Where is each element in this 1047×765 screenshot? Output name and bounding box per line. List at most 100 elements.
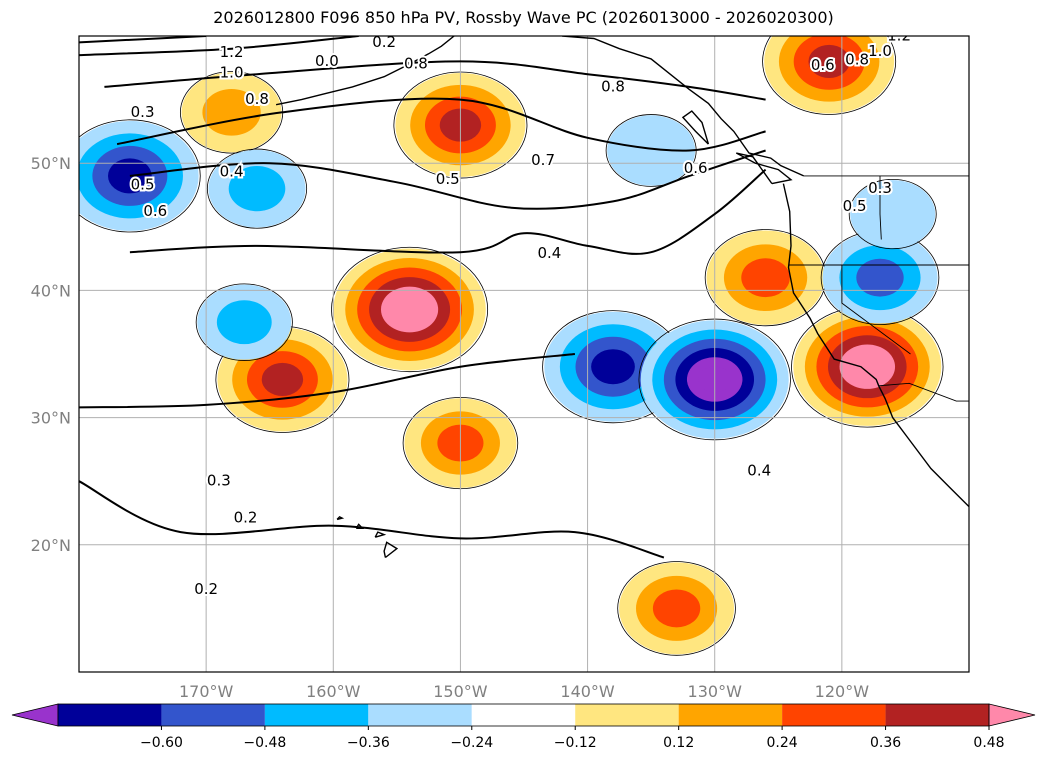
colorbar-swatch — [678, 704, 783, 726]
colorbar-swatch — [368, 704, 472, 726]
pv-anomaly-blob — [820, 230, 940, 325]
pv-blob-outline — [79, 119, 201, 233]
lat-tick-label: 30°N — [31, 409, 71, 428]
lat-tick-label: 50°N — [31, 154, 71, 173]
colorbar-swatch — [161, 704, 265, 726]
lon-tick-label: 120°W — [815, 682, 870, 701]
colorbar: −0.60 −0.48 −0.36 −0.24 −0.12 0.12 0.24 0.36 0.4… — [11, 703, 1036, 751]
colorbar-swatch — [782, 704, 886, 726]
colorbar-swatch — [264, 704, 369, 726]
contour-label: 0.6 — [143, 202, 167, 220]
colorbar-swatch — [575, 704, 679, 726]
contour-label: 1.2 — [220, 43, 244, 61]
pv-shade-level — [850, 180, 936, 249]
coastline — [735, 152, 793, 185]
lon-tick-label: 140°W — [560, 682, 615, 701]
coastline — [336, 515, 345, 521]
lat-tick-label: 20°N — [31, 536, 71, 555]
contour-label-layer: 1.21.00.80.30.40.50.60.50.80.7 0.60.40.50… — [129, 27, 913, 600]
longitude-labels: 170°W 160°W 150°W 140°W 130°W 120°W — [179, 682, 869, 701]
state-border — [841, 265, 911, 355]
coastline — [562, 36, 804, 177]
lon-tick-label: 170°W — [179, 682, 234, 701]
state-border — [879, 175, 882, 240]
colorbar-tick-label: 0.48 — [973, 735, 1004, 751]
lon-tick-label: 130°W — [688, 682, 743, 701]
contour-line-0.3 — [79, 353, 576, 409]
contour-label: 0.4 — [537, 244, 561, 262]
pv-blob-outline — [331, 246, 489, 373]
pv-shade-level — [591, 349, 635, 385]
colorbar-tick-label: −0.36 — [347, 735, 390, 751]
colorbar-tick-label: −0.48 — [243, 735, 286, 751]
contour-label: 1.0 — [220, 63, 244, 81]
contour-label: 0.4 — [747, 462, 771, 480]
contour-label: 0.2 — [194, 580, 218, 598]
lon-tick-label: 150°W — [433, 682, 488, 701]
pv-anomaly-blob — [704, 229, 827, 327]
pv-anomaly-blob — [195, 283, 293, 361]
contour-label: 0.5 — [843, 197, 867, 215]
contour-label: 0.7 — [531, 151, 555, 169]
coastline — [275, 36, 455, 106]
pv-shade-level — [228, 166, 286, 212]
contour-label: 1.2 — [887, 27, 911, 45]
contour-label: 0.2 — [372, 33, 396, 51]
pv-shade-level — [851, 353, 884, 380]
gridlines — [79, 36, 969, 672]
lon-tick-label: 160°W — [306, 682, 361, 701]
colorbar-tick-label: 0.24 — [767, 735, 798, 751]
pv-shade-level — [741, 258, 790, 298]
contour-line-1.0 — [79, 36, 359, 57]
contour-line-0.8 — [104, 60, 766, 101]
colorbar-extend-low — [11, 703, 59, 727]
contour-label: 0.4 — [220, 163, 244, 181]
pv-anomaly-blob — [791, 305, 944, 428]
contour-line-0.6 — [116, 97, 766, 152]
contour-label: 0.3 — [207, 472, 231, 490]
contour-label: 0.8 — [404, 54, 428, 72]
colorbar-frame — [57, 703, 990, 727]
pv-shade-level — [652, 589, 701, 628]
pv-blob-outline — [848, 178, 937, 250]
pv-anomaly-blob — [762, 36, 897, 115]
rossby-wave-contour-layer — [79, 36, 767, 559]
pv-shade-level — [808, 44, 850, 78]
pv-shade-level — [392, 296, 427, 323]
pv-shade-level — [216, 300, 272, 345]
pv-shade-level — [107, 158, 152, 194]
coastline — [374, 531, 387, 538]
colorbar-tick-label: 0.12 — [663, 735, 694, 751]
contour-label: 0.8 — [845, 51, 869, 69]
contour-label: 0.5 — [131, 175, 155, 193]
contour-label: 0.3 — [131, 103, 155, 121]
state-border — [878, 382, 969, 402]
contour-line-0.2 — [79, 480, 665, 559]
colorbar-swatch — [58, 704, 162, 726]
coastline — [782, 183, 969, 508]
colorbar-tick-label: −0.12 — [554, 735, 597, 751]
colorbar-swatch — [885, 704, 989, 726]
contour-label: 0.2 — [234, 509, 258, 527]
contour-line-0.4 — [129, 168, 767, 255]
lat-tick-label: 40°N — [31, 281, 71, 300]
colorbar-tick-label: −0.24 — [450, 735, 493, 751]
contour-label: 0.8 — [245, 90, 269, 108]
contour-label: 0.3 — [868, 179, 892, 197]
pv-shade-level — [856, 258, 904, 297]
colorbar-tick-label: 0.36 — [870, 735, 901, 751]
pv-anomaly-blob — [331, 246, 489, 373]
contour-label: 0.0 — [315, 52, 339, 70]
colorbar-swatch — [471, 704, 576, 726]
pv-blob-outline — [206, 148, 308, 229]
coastline — [681, 110, 710, 145]
pv-blob-outline — [617, 561, 736, 656]
colorbar-tick-label: −0.60 — [140, 735, 183, 751]
map-title: 2026012800 F096 850 hPa PV, Rossby Wave … — [213, 8, 834, 27]
contour-label: 0.6 — [811, 56, 835, 74]
contour-label: 0.5 — [436, 170, 460, 188]
coastline-layer — [275, 36, 969, 559]
pv-shade-level — [607, 115, 696, 186]
latitude-labels: 20°N 30°N 40°N 50°N — [31, 154, 71, 555]
